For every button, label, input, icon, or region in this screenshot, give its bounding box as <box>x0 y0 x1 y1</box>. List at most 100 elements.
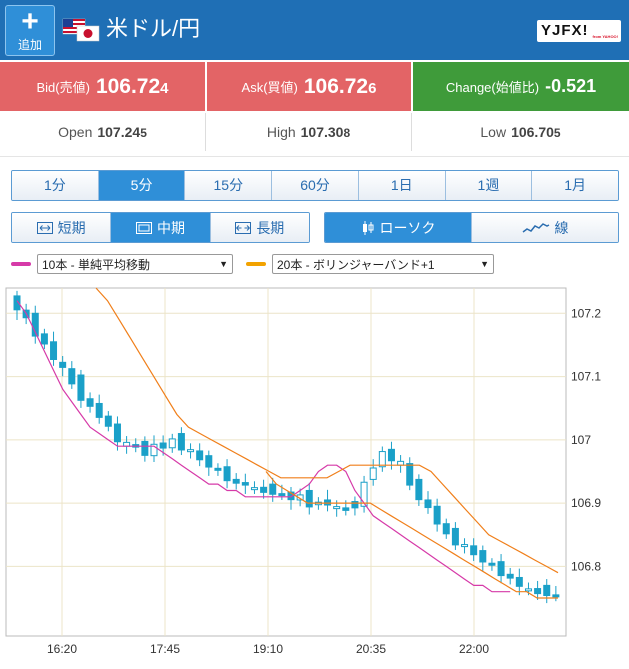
chart-type-tabs: ローソク 線 <box>324 212 619 243</box>
ma-indicator: 10本 - 単純平均移動 ▼ <box>11 254 233 274</box>
ma-color-swatch <box>11 262 31 266</box>
tab-period-15min[interactable]: 15分 <box>185 171 273 200</box>
ma-select[interactable]: 10本 - 単純平均移動 ▼ <box>37 254 233 274</box>
candle-body <box>241 482 249 486</box>
bollinger-lower-line <box>265 471 558 599</box>
candle-body <box>488 562 496 566</box>
ask-value: 106.726 <box>303 74 377 98</box>
bb-color-swatch <box>246 262 266 266</box>
ma10-line <box>16 300 511 593</box>
candle-body <box>543 584 551 597</box>
candle-body <box>324 499 332 506</box>
candle-body <box>342 507 350 511</box>
candle-body <box>470 545 478 556</box>
yjfx-logo: YJFX! from YAHOO! <box>537 20 621 42</box>
logo-text: YJFX! <box>541 22 589 39</box>
candle-body <box>196 450 204 461</box>
candle-body <box>287 491 295 501</box>
high-price: High 107.308 <box>206 113 412 151</box>
candle-body <box>278 493 286 497</box>
tab-period-1week[interactable]: 1週 <box>445 171 533 200</box>
change-quote: Change(始値比) -0.521 <box>413 62 629 111</box>
candle-body <box>113 423 121 443</box>
candle-body <box>13 295 21 311</box>
tab-range-long-label: 長期 <box>256 219 285 236</box>
candle-body <box>415 478 423 501</box>
x-tick-label: 17:45 <box>150 642 180 656</box>
candle-body <box>515 576 523 587</box>
candle-body <box>552 594 560 598</box>
candle-body <box>534 588 542 595</box>
bid-label: Bid(売値) <box>36 80 90 95</box>
tab-range-short[interactable]: 短期 <box>12 213 112 242</box>
logo-subtext: from YAHOO! <box>592 34 618 39</box>
candle-body <box>360 481 368 507</box>
japan-flag-icon <box>76 25 100 42</box>
candle-body <box>68 368 76 385</box>
tab-candlestick-label: ローソク <box>379 219 436 236</box>
low-price: Low 106.705 <box>412 113 629 151</box>
candle-body <box>50 341 58 360</box>
tab-period-60min[interactable]: 60分 <box>272 171 359 200</box>
y-tick-label: 106.9 <box>571 496 601 510</box>
candle-body <box>214 467 222 471</box>
tab-range-mid-label: 中期 <box>156 219 185 236</box>
ask-label: Ask(買値) <box>241 80 298 95</box>
tab-line-chart[interactable]: 線 <box>472 213 618 242</box>
candle-body <box>397 460 405 466</box>
add-button[interactable]: + 追加 <box>5 5 55 56</box>
y-tick-label: 106.8 <box>571 559 601 573</box>
ma-select-value: 10本 - 単純平均移動 <box>42 257 151 272</box>
candle-body <box>223 466 231 482</box>
tab-period-1min[interactable]: 1分 <box>12 171 99 200</box>
candle-body <box>250 487 258 491</box>
candle-body <box>424 499 432 509</box>
short-range-icon <box>36 221 53 234</box>
candle-body <box>479 550 487 563</box>
candle-body <box>168 438 176 449</box>
tab-period-5min[interactable]: 5分 <box>98 171 186 200</box>
candle-body <box>104 415 112 427</box>
tab-period-1day[interactable]: 1日 <box>358 171 446 200</box>
y-tick-label: 107.1 <box>571 370 601 384</box>
price-chart[interactable]: 16:20 17:45 19:10 20:35 22:00 107.2 107.1 107 10… <box>0 284 629 669</box>
line-chart-icon <box>522 222 550 234</box>
plus-icon: + <box>21 5 39 38</box>
section-divider <box>0 156 629 157</box>
tab-range-mid[interactable]: 中期 <box>111 213 211 242</box>
candle-body <box>269 483 277 495</box>
tab-candlestick[interactable]: ローソク <box>325 213 472 242</box>
high-label: High <box>266 124 296 140</box>
candle-body <box>378 451 386 468</box>
candle-body <box>387 448 395 462</box>
candle-body <box>333 506 341 510</box>
candle-body <box>497 561 505 577</box>
tab-period-1month[interactable]: 1月 <box>532 171 618 200</box>
low-label: Low <box>480 124 507 140</box>
change-label: Change(始値比) <box>445 80 540 95</box>
x-tick-label: 16:20 <box>47 642 77 656</box>
candle-body <box>40 333 48 345</box>
candle-body <box>86 398 94 407</box>
bb-select[interactable]: 20本 - ボリンジャーバンド+1 ▼ <box>272 254 494 274</box>
candle-body <box>205 455 213 468</box>
candle-body <box>296 494 304 501</box>
bb-select-value: 20本 - ボリンジャーバンド+1 <box>277 257 435 272</box>
tab-range-long[interactable]: 長期 <box>210 213 309 242</box>
y-tick-label: 107.2 <box>571 306 601 320</box>
x-tick-label: 19:10 <box>253 642 283 656</box>
mid-range-icon <box>135 221 152 234</box>
candle-body <box>369 467 377 480</box>
chevron-down-icon: ▼ <box>219 259 228 269</box>
candle-body <box>187 449 195 453</box>
tab-line-chart-label: 線 <box>554 219 569 236</box>
candle-body <box>95 402 103 418</box>
chevron-down-icon: ▼ <box>480 259 489 269</box>
candle-body <box>177 433 185 451</box>
open-label: Open <box>58 124 93 140</box>
ask-quote: Ask(買値) 106.726 <box>207 62 411 111</box>
open-value: 107.245 <box>97 124 147 140</box>
candle-body <box>524 588 532 592</box>
candle-body <box>59 361 67 368</box>
open-price: Open 107.245 <box>0 113 206 151</box>
